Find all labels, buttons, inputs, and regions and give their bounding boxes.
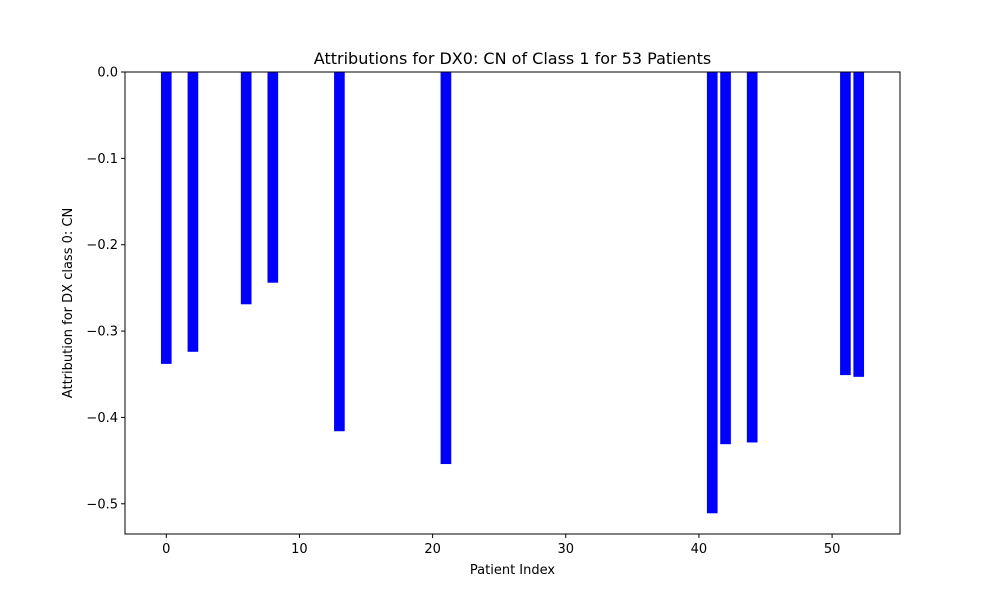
bar: [746, 72, 758, 443]
x-tick-label: 10: [291, 542, 308, 557]
y-tick-label: −0.5: [86, 497, 118, 512]
x-tick-label: 50: [824, 542, 841, 557]
bar: [440, 72, 452, 465]
x-tick-label: 20: [424, 542, 441, 557]
bar: [267, 72, 279, 283]
bar: [187, 72, 199, 352]
x-axis-label: Patient Index: [470, 563, 555, 578]
bar: [840, 72, 851, 376]
bar: [853, 72, 865, 377]
bar: [334, 72, 345, 432]
bar: [160, 72, 172, 364]
bars: [160, 72, 865, 514]
y-tick-label: −0.3: [86, 325, 118, 340]
chart-title: Attributions for DX0: CN of Class 1 for …: [314, 49, 711, 68]
bar: [240, 72, 252, 305]
x-axis: 0 10 20 30 40 50: [162, 534, 840, 557]
y-tick-label: 0.0: [97, 66, 118, 81]
bar: [706, 72, 718, 514]
y-tick-label: −0.4: [86, 411, 118, 426]
y-tick-label: −0.1: [86, 152, 118, 167]
x-tick-label: 40: [691, 542, 708, 557]
bar: [720, 72, 731, 445]
x-tick-label: 0: [162, 542, 170, 557]
y-axis: 0.0 −0.1 −0.2 −0.3 −0.4 −0.5: [86, 66, 125, 512]
y-tick-label: −0.2: [86, 238, 118, 253]
y-axis-label: Attribution for DX class 0: CN: [61, 208, 76, 398]
x-tick-label: 30: [557, 542, 574, 557]
plot-frame: [124, 71, 901, 535]
